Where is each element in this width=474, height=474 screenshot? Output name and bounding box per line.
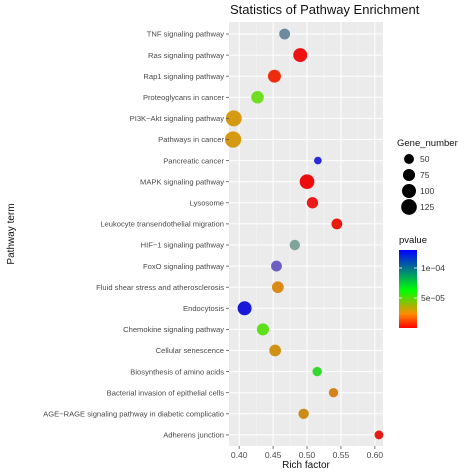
data-point — [298, 408, 309, 419]
y-tick-label: AGE−RAGE signaling pathway in diabetic c… — [43, 410, 224, 419]
y-tick-label: MAPK signaling pathway — [140, 177, 224, 186]
size-legend-title: Gene_number — [397, 138, 458, 149]
y-tick-label: Biosynthesis of amino acids — [130, 367, 224, 376]
y-tick-label: Endocytosis — [183, 304, 224, 313]
color-legend-label: 5e−05 — [421, 293, 445, 303]
y-tick-label: HIF−1 signaling pathway — [141, 241, 225, 250]
data-point — [251, 91, 264, 104]
x-tick-label: 0.45 — [265, 450, 282, 460]
data-point — [279, 28, 291, 40]
x-axis-ticks: 0.40 0.45 0.50 0.55 0.60 — [231, 446, 383, 460]
plot-panel — [229, 22, 383, 446]
size-legend-label: 125 — [420, 202, 434, 212]
size-legend-dot — [402, 184, 416, 198]
size-legend-label: 50 — [420, 154, 430, 164]
x-tick-label: 0.40 — [231, 450, 248, 460]
data-point — [237, 301, 252, 316]
size-legend-dot — [401, 199, 417, 215]
y-axis-ticks: TNF signaling pathway Ras signaling pathw… — [43, 30, 229, 440]
y-tick-label: Ras signaling pathway — [148, 51, 224, 60]
y-tick-label: Fluid shear stress and atherosclerosis — [96, 283, 224, 292]
data-point — [299, 174, 315, 190]
y-tick-label: Adherens junction — [163, 431, 224, 440]
data-point — [314, 156, 322, 165]
data-point — [271, 260, 282, 272]
y-tick-label: Chemokine signaling pathway — [123, 325, 224, 334]
data-point — [268, 69, 281, 83]
data-point — [271, 281, 284, 294]
y-tick-label: Proteoglycans in cancer — [143, 93, 225, 102]
data-point — [293, 48, 308, 63]
color-legend: pvalue 1e−04 5e−05 — [399, 235, 445, 328]
grid-lines — [229, 22, 383, 446]
size-legend-dot — [402, 168, 416, 182]
y-tick-label: FoxO signaling pathway — [143, 262, 224, 271]
data-point — [269, 344, 281, 357]
data-point — [289, 239, 300, 251]
data-point — [225, 110, 242, 127]
y-tick-label: Rap1 signaling pathway — [143, 72, 224, 81]
y-tick-label: Cellular senescence — [156, 346, 224, 355]
data-point — [374, 430, 384, 440]
data-point — [256, 323, 269, 336]
data-point — [312, 366, 322, 377]
x-tick-label: 0.50 — [299, 450, 316, 460]
data-point — [224, 131, 242, 148]
color-legend-label: 1e−04 — [421, 263, 445, 273]
x-tick-label: 0.60 — [367, 450, 384, 460]
y-tick-label: Lysosome — [190, 199, 224, 208]
size-legend-label: 75 — [420, 170, 430, 180]
size-legend: Gene_number 50 75 100 125 — [397, 138, 458, 215]
chart-title: Statistics of Pathway Enrichment — [230, 2, 420, 17]
y-tick-label: PI3K−Akt signaling pathway — [130, 114, 225, 123]
color-legend-bar — [399, 250, 417, 328]
size-legend-label: 100 — [420, 186, 434, 196]
data-points — [224, 28, 384, 440]
y-tick-label: TNF signaling pathway — [147, 30, 224, 39]
x-tick-label: 0.55 — [333, 450, 350, 460]
data-point — [328, 388, 339, 398]
y-tick-label: Pancreatic cancer — [163, 156, 224, 165]
x-axis-title: Rich factor — [282, 460, 330, 471]
color-legend-title: pvalue — [399, 235, 427, 246]
y-tick-label: Leukocyte transendothelial migration — [100, 220, 224, 229]
size-legend-dot — [404, 154, 414, 164]
y-tick-label: Bacterial invasion of epithelial cells — [107, 388, 225, 397]
y-tick-label: Pathways in cancer — [158, 135, 224, 144]
y-axis-title: Pathway term — [6, 203, 17, 264]
data-point — [306, 197, 319, 209]
data-point — [331, 218, 343, 230]
